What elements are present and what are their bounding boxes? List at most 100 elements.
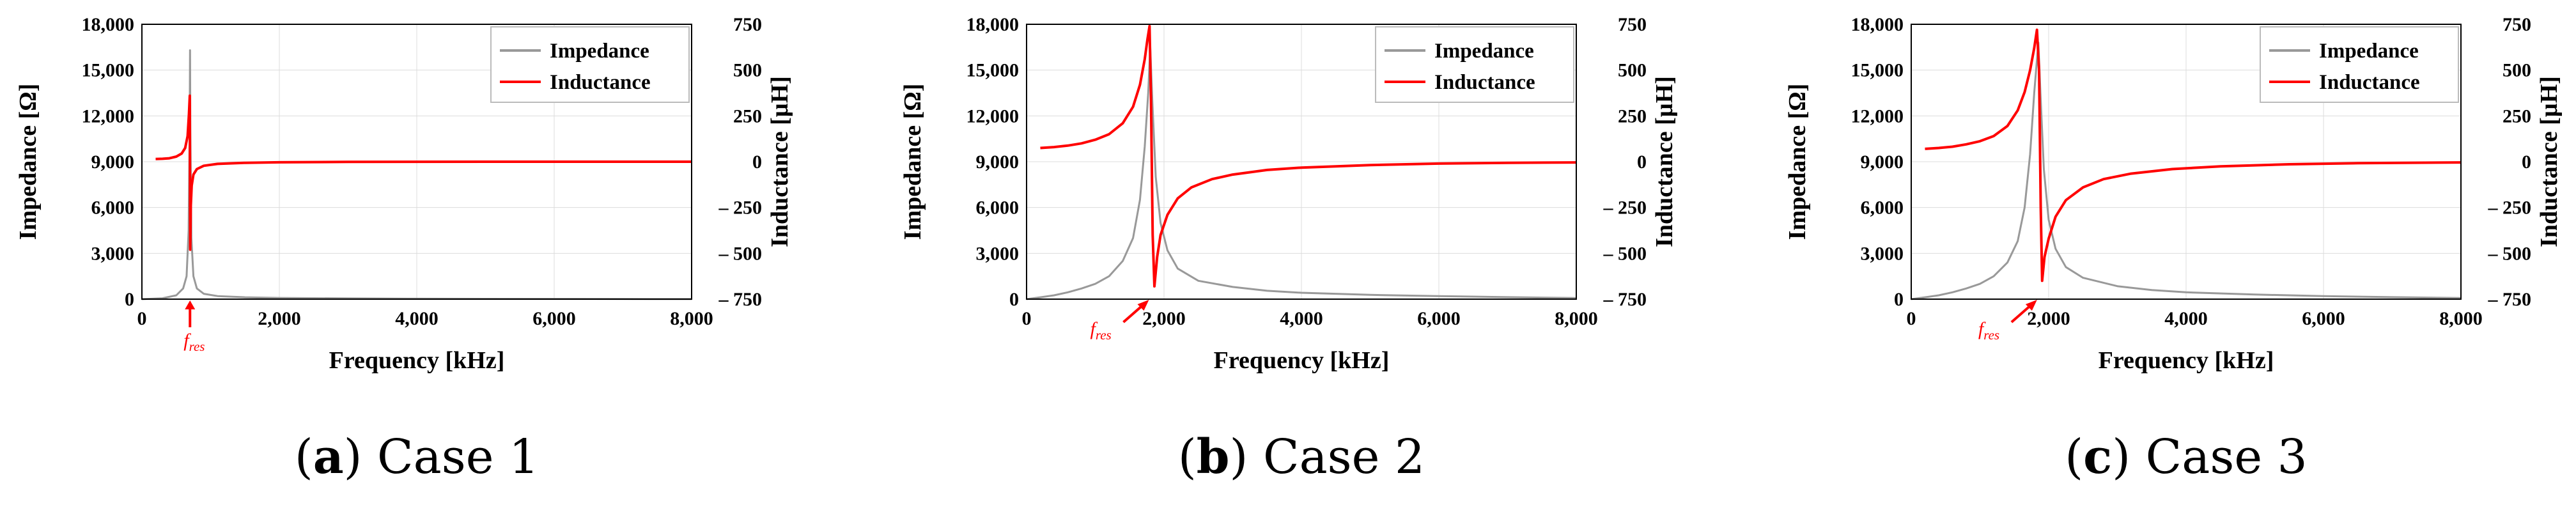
x-tick-label: 4,000 [2164, 308, 2208, 329]
plot-frame [1911, 24, 2462, 300]
fres-label: fres [183, 330, 205, 354]
x-tick-label: 2,000 [1142, 308, 1186, 329]
y-tick-label: 6,000 [976, 198, 1020, 219]
fres-label: fres [1978, 318, 1999, 343]
x-tick-label: 6,000 [532, 308, 576, 329]
x-axis-label: Frequency [kHz] [1214, 347, 1390, 374]
panel-caption: (c) Case 3 [2065, 430, 2307, 485]
legend: Impedance Inductance [490, 26, 690, 103]
y2-tick-label: 250 [733, 105, 762, 127]
x-axis-ticks: 0 2,000 4,000 6,000 8,000 [1022, 308, 1598, 329]
y-tick-label: 15,000 [966, 60, 1020, 81]
legend-label-impedance: Impedance [2319, 40, 2419, 63]
caption-letter: c [2083, 430, 2112, 485]
y2-tick-label: – 250 [2488, 198, 2532, 219]
y2-axis-label: Inductance [µH] [2536, 76, 2563, 247]
y-tick-label: 12,000 [1851, 105, 1904, 127]
y2-tick-label: 750 [2502, 14, 2531, 35]
y2-axis-ticks: – 750 – 500 – 250 0 250 500 750 [718, 14, 763, 310]
x-tick-label: 0 [1022, 308, 1032, 329]
x-tick-label: 6,000 [1417, 308, 1461, 329]
fres-arrow-head [2025, 300, 2037, 311]
y-tick-label: 3,000 [976, 243, 1020, 264]
y2-tick-label: 750 [1618, 14, 1647, 35]
x-tick-label: 8,000 [1555, 308, 1598, 329]
plot-frame [141, 24, 692, 300]
y-tick-label: 18,000 [966, 14, 1020, 35]
x-tick-label: 6,000 [2302, 308, 2345, 329]
y2-tick-label: 500 [1618, 60, 1647, 81]
y2-tick-label: 500 [733, 60, 762, 81]
y-tick-label: 9,000 [1861, 151, 1904, 173]
x-axis-ticks: 0 2,000 4,000 6,000 8,000 [137, 308, 713, 329]
y-axis-ticks: 0 3,000 6,000 9,000 12,000 15,000 18,000 [966, 14, 1020, 310]
y-tick-label: 9,000 [976, 151, 1020, 173]
y-tick-label: 3,000 [1861, 243, 1904, 264]
y2-tick-label: 0 [1637, 151, 1647, 173]
y-tick-label: 0 [1009, 289, 1019, 310]
x-tick-label: 2,000 [258, 308, 301, 329]
legend-box [1375, 26, 1574, 103]
fres-annotation: fres [183, 300, 205, 354]
y-axis-label: Impedance [Ω] [899, 84, 926, 240]
y-tick-label: 9,000 [91, 151, 135, 173]
y-tick-label: 12,000 [966, 105, 1020, 127]
y2-tick-label: – 500 [2488, 243, 2532, 264]
plot-area: 0 2,000 4,000 6,000 8,000 0 3,000 6,000 … [1784, 14, 2563, 374]
y-tick-label: 3,000 [91, 243, 135, 264]
y-tick-label: 15,000 [1851, 60, 1904, 81]
legend-label-impedance: Impedance [1434, 40, 1534, 63]
y2-tick-label: 250 [1618, 105, 1647, 127]
x-tick-label: 2,000 [2027, 308, 2070, 329]
y-tick-label: 0 [125, 289, 134, 310]
caption-letter: b [1197, 430, 1230, 485]
y2-axis-label: Inductance [µH] [1651, 76, 1678, 247]
y2-tick-label: 500 [2502, 60, 2531, 81]
x-tick-label: 4,000 [395, 308, 438, 329]
x-tick-label: 0 [1907, 308, 1916, 329]
fres-arrow-head [185, 300, 196, 309]
y2-axis-ticks: – 750 – 500 – 250 0 250 500 750 [2488, 14, 2532, 310]
legend-label-inductance: Inductance [2319, 71, 2420, 94]
y-tick-label: 0 [1894, 289, 1904, 310]
y2-tick-label: – 500 [718, 243, 763, 264]
y-tick-label: 18,000 [1851, 14, 1904, 35]
caption-open: ( [295, 430, 313, 485]
chart-panel-c: 0 2,000 4,000 6,000 8,000 0 3,000 6,000 … [1784, 14, 2563, 485]
y2-tick-label: 250 [2502, 105, 2531, 127]
y-tick-label: 6,000 [1861, 198, 1904, 219]
legend-box [490, 26, 690, 103]
fres-annotation: fres [1090, 300, 1149, 343]
y2-tick-label: 0 [2522, 151, 2531, 173]
caption-text: Case 2 [1248, 430, 1425, 485]
fres-arrow [1122, 303, 1145, 323]
caption-letter: a [313, 430, 344, 485]
x-axis-label: Frequency [kHz] [329, 347, 505, 374]
legend: Impedance Inductance [1375, 26, 1574, 103]
fres-arrow-head [1137, 300, 1149, 311]
caption-open: ( [1178, 430, 1197, 485]
fres-subscript: res [189, 339, 205, 354]
fres-annotation: fres [1978, 300, 2037, 343]
x-axis-label: Frequency [kHz] [2099, 347, 2274, 374]
series-layer [1026, 24, 1577, 300]
y2-tick-label: – 250 [718, 198, 763, 219]
caption-close: ) [2112, 430, 2130, 485]
caption-text: Case 1 [362, 430, 539, 485]
y-axis-label: Impedance [Ω] [15, 84, 42, 240]
caption-close: ) [1230, 430, 1248, 485]
y2-tick-label: – 500 [1603, 243, 1647, 264]
fres-subscript: res [1096, 327, 1112, 343]
y2-tick-label: – 750 [2488, 289, 2532, 310]
y-axis-label: Impedance [Ω] [1784, 84, 1811, 240]
plot-area: 0 2,000 4,000 6,000 8,000 0 3,000 6,000 … [899, 14, 1678, 374]
series-line-inductance [1925, 28, 2462, 283]
series-layer [1911, 28, 2462, 300]
plot-area: 0 2,000 4,000 6,000 8,000 0 3,000 6,000 … [15, 14, 793, 374]
y-tick-label: 12,000 [82, 105, 135, 127]
x-tick-label: 4,000 [1280, 308, 1323, 329]
legend-box [2260, 26, 2459, 103]
caption-close: ) [344, 430, 362, 485]
chart-panel-b: 0 2,000 4,000 6,000 8,000 0 3,000 6,000 … [899, 14, 1678, 485]
